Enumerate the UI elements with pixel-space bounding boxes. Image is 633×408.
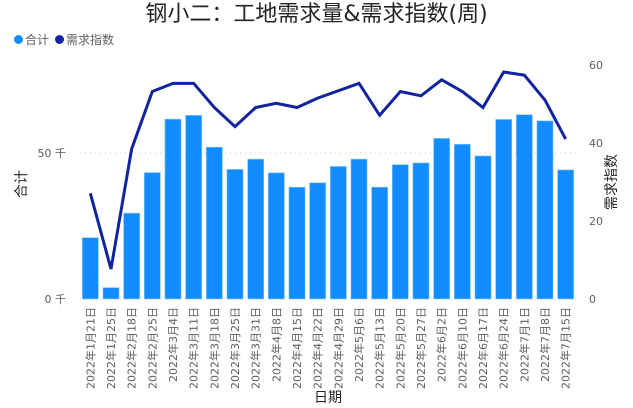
bar[interactable] [557, 169, 575, 300]
x-tick-label: 2022年7月1日 [517, 307, 531, 382]
y-right-tick-label: 20 [589, 215, 603, 228]
x-tick-label: 2022年4月15日 [290, 307, 304, 389]
bar[interactable] [309, 182, 327, 300]
x-tick-label: 2022年7月8日 [538, 307, 552, 382]
y-left-tick-label: 0 千 [45, 293, 67, 306]
bar[interactable] [495, 119, 513, 300]
x-tick-label: 2022年5月27日 [414, 307, 428, 389]
y-left-tick-label: 50 千 [38, 147, 67, 160]
index-line[interactable] [88, 70, 567, 270]
x-tick-label: 2022年6月17日 [476, 307, 490, 389]
x-tick-label: 2022年4月29日 [331, 307, 345, 389]
y-right-tick-label: 0 [589, 293, 596, 306]
bar[interactable] [102, 287, 120, 300]
bar[interactable] [267, 172, 285, 300]
legend: 合计 需求指数 [14, 31, 114, 48]
y-left-axis-title: 合计 [14, 170, 30, 198]
y-right-axis-title: 需求指数 [604, 154, 620, 210]
x-tick-label: 2022年2月18日 [125, 307, 139, 389]
chart-title: 钢小二：工地需求量&需求指数(周) [145, 2, 488, 27]
x-axis-title: 日期 [314, 390, 342, 406]
x-tick-label: 2022年6月10日 [455, 307, 469, 389]
bar[interactable] [474, 155, 492, 300]
legend-label-index: 需求指数 [66, 33, 115, 47]
x-tick-label: 2022年5月20日 [393, 307, 407, 389]
legend-dot-total-icon [14, 35, 23, 44]
x-tick-label: 2022年3月31日 [249, 307, 263, 389]
bar[interactable] [412, 162, 430, 300]
x-tick-label: 2022年4月22日 [311, 307, 325, 389]
x-tick-label: 2022年6月24日 [497, 307, 511, 389]
x-tick-label: 2022年6月2日 [435, 307, 449, 382]
bar[interactable] [288, 186, 306, 300]
bar[interactable] [350, 158, 368, 300]
x-tick-label: 2022年4月8日 [269, 307, 283, 382]
bar[interactable] [164, 118, 182, 300]
bar[interactable] [329, 166, 347, 300]
bar[interactable] [247, 158, 265, 300]
bar[interactable] [185, 115, 203, 300]
x-tick-label: 2022年3月18日 [207, 307, 221, 389]
bar[interactable] [433, 138, 451, 300]
bar[interactable] [371, 186, 389, 300]
x-tick-label: 2022年3月11日 [187, 307, 201, 389]
bar[interactable] [536, 120, 554, 300]
y-right-tick-label: 60 [589, 59, 603, 72]
bar[interactable] [123, 212, 141, 300]
x-tick-label: 2022年7月15日 [559, 307, 573, 389]
legend-item-index[interactable]: 需求指数 [55, 31, 114, 48]
x-tick-label: 2022年5月13日 [373, 307, 387, 389]
bar[interactable] [391, 164, 409, 300]
y-right-tick-label: 40 [589, 137, 603, 150]
x-tick-label: 2022年1月21日 [83, 307, 97, 389]
bar[interactable] [205, 146, 223, 300]
x-tick-label: 2022年3月25日 [228, 307, 242, 389]
x-tick-label: 2022年2月25日 [145, 307, 159, 389]
x-tick-label: 2022年1月25日 [104, 307, 118, 389]
x-tick-label: 2022年5月6日 [352, 307, 366, 382]
bar[interactable] [453, 143, 471, 300]
legend-dot-index-icon [55, 35, 65, 44]
x-tick-label: 2022年3月4日 [166, 307, 180, 382]
bar[interactable] [226, 169, 244, 300]
legend-item-total[interactable]: 合计 [14, 31, 49, 48]
bar[interactable] [515, 114, 533, 300]
bar[interactable] [81, 237, 99, 300]
bar[interactable] [143, 172, 161, 300]
legend-label-total: 合计 [25, 33, 50, 47]
